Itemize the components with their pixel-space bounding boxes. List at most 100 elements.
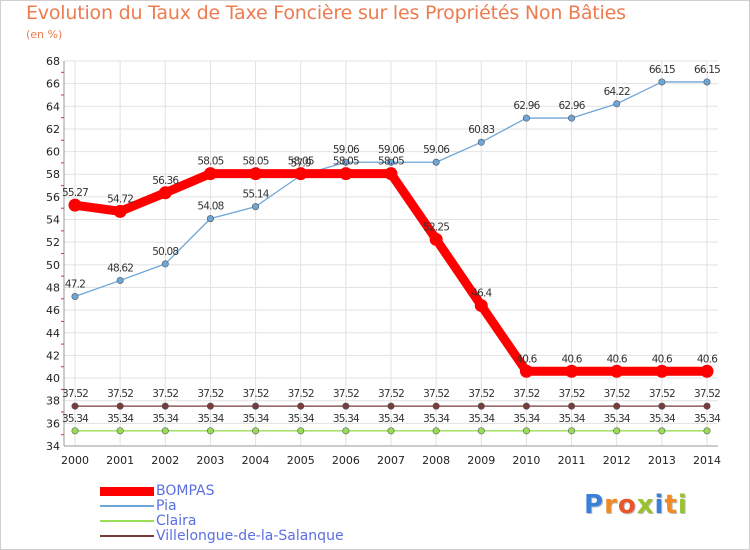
- data-label: 35.34: [423, 413, 450, 425]
- legend-swatch: [100, 520, 154, 522]
- data-point: [703, 402, 711, 410]
- data-label: 37.52: [197, 388, 223, 400]
- y-tick-label: 42: [46, 349, 60, 362]
- legend-item: Villelongue-de-la-Salanque: [100, 529, 344, 544]
- y-tick-label: 52: [46, 236, 60, 249]
- data-label: 55.14: [243, 189, 270, 201]
- y-tick-label: 64: [46, 100, 60, 113]
- x-tick-label: 2003: [196, 454, 224, 467]
- data-label: 66.15: [649, 64, 675, 76]
- y-tick-label: 40: [46, 372, 60, 385]
- data-label: 35.34: [107, 413, 134, 425]
- data-label: 58.05: [243, 156, 269, 168]
- logo-letter: i: [654, 490, 665, 520]
- x-tick-label: 2011: [558, 454, 586, 467]
- data-label: 62.96: [513, 100, 540, 112]
- data-point: [206, 427, 214, 435]
- data-label: 37.52: [604, 388, 630, 400]
- data-point: [116, 402, 124, 410]
- data-point: [387, 427, 395, 435]
- data-point: [522, 427, 530, 435]
- data-label: 58.05: [288, 156, 314, 168]
- data-point: [568, 114, 576, 122]
- x-tick-label: 2005: [287, 454, 315, 467]
- data-label: 37.52: [559, 388, 585, 400]
- data-label: 37.52: [378, 388, 404, 400]
- data-point: [432, 402, 440, 410]
- logo-letter: o: [617, 490, 637, 520]
- data-point: [161, 402, 169, 410]
- data-point: [613, 427, 621, 435]
- data-point: [71, 427, 79, 435]
- x-tick-label: 2004: [242, 454, 270, 467]
- x-tick-label: 2001: [106, 454, 134, 467]
- data-label: 59.06: [378, 144, 405, 156]
- data-point: [613, 402, 621, 410]
- data-label: 37.52: [423, 388, 449, 400]
- data-label: 55.27: [62, 187, 88, 199]
- data-label: 37.52: [333, 388, 359, 400]
- data-label: 35.34: [694, 413, 721, 425]
- data-point: [297, 402, 305, 410]
- logo-letter: i: [677, 490, 688, 520]
- legend-label: Claira: [156, 513, 197, 529]
- data-label: 62.96: [559, 100, 586, 112]
- data-point: [703, 78, 711, 86]
- data-label: 54.72: [107, 193, 133, 205]
- data-label: 47.2: [65, 279, 85, 291]
- data-label: 35.34: [243, 413, 270, 425]
- data-label: 56.36: [152, 175, 179, 187]
- data-label: 46.4: [471, 288, 492, 300]
- data-label: 37.52: [649, 388, 675, 400]
- data-point: [252, 203, 260, 211]
- proxiti-logo: Proxiti: [584, 490, 688, 520]
- x-tick-label: 2013: [648, 454, 676, 467]
- y-tick-label: 66: [46, 78, 60, 91]
- data-label: 59.06: [333, 144, 360, 156]
- data-label: 37.52: [107, 388, 133, 400]
- data-point: [206, 215, 214, 223]
- data-label: 50.08: [152, 246, 178, 258]
- data-point: [71, 293, 79, 301]
- data-point: [339, 167, 353, 181]
- data-point: [384, 167, 398, 181]
- data-point: [703, 427, 711, 435]
- logo-letter: P: [584, 490, 605, 520]
- y-tick-label: 48: [46, 281, 60, 294]
- data-label: 40.6: [561, 353, 582, 365]
- y-tick-label: 54: [46, 214, 60, 227]
- data-label: 35.34: [197, 413, 224, 425]
- data-label: 58.05: [197, 156, 223, 168]
- y-tick-label: 36: [46, 417, 60, 430]
- data-point: [477, 427, 485, 435]
- data-point: [613, 100, 621, 108]
- data-point: [658, 427, 666, 435]
- data-label: 64.22: [604, 86, 630, 98]
- data-point: [432, 158, 440, 166]
- legend-swatch: [100, 486, 154, 496]
- y-tick-label: 60: [46, 146, 60, 159]
- data-label: 54.08: [197, 201, 223, 213]
- data-point: [252, 427, 260, 435]
- legend: BOMPAS Pia Claira Villelongue-de-la-Salanqu…: [100, 484, 344, 544]
- y-tick-label: 62: [46, 123, 60, 136]
- x-tick-label: 2002: [151, 454, 179, 467]
- data-point: [294, 167, 308, 181]
- legend-label: Pia: [156, 498, 177, 514]
- data-label: 37.52: [468, 388, 494, 400]
- data-point: [342, 158, 350, 166]
- data-point: [387, 402, 395, 410]
- data-label: 66.15: [694, 64, 720, 76]
- y-tick-label: 34: [46, 440, 60, 453]
- data-point: [71, 402, 79, 410]
- legend-item: BOMPAS: [100, 484, 344, 499]
- legend-item: Pia: [100, 499, 344, 514]
- data-label: 57.9: [291, 157, 311, 169]
- y-tick-label: 38: [46, 395, 60, 408]
- data-label: 35.34: [378, 413, 405, 425]
- logo-letter: x: [636, 490, 655, 520]
- data-label: 35.34: [333, 413, 360, 425]
- y-tick-label: 50: [46, 259, 60, 272]
- y-tick-label: 46: [46, 304, 60, 317]
- data-point: [658, 402, 666, 410]
